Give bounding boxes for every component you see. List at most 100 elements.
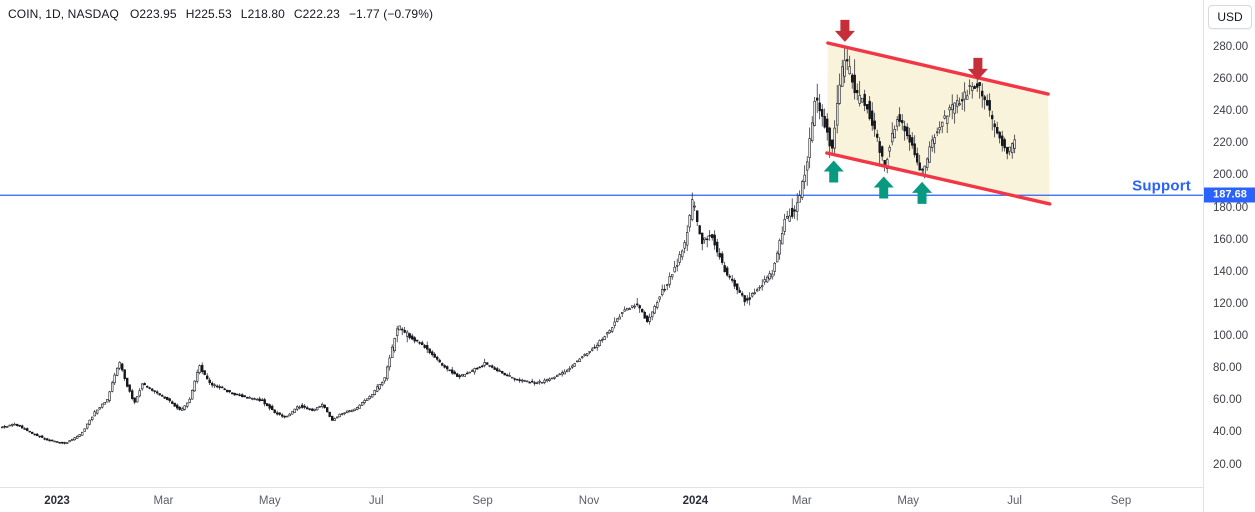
candle-body [450, 369, 454, 374]
time-axis[interactable]: 2023 Mar May Jul Sep Nov 2024 Mar May Jul Sep [0, 487, 1255, 512]
price-tick-label: 200.00 [1213, 169, 1249, 182]
candle-body [713, 234, 716, 246]
candle-body [453, 371, 456, 375]
candle-body [595, 344, 599, 348]
candle-body [15, 423, 19, 426]
candle-body [958, 103, 961, 106]
candle-body [103, 401, 106, 405]
price-tick-label: 220.00 [1213, 137, 1249, 150]
down-arrow-mark[interactable] [967, 57, 988, 80]
candle-body [755, 289, 759, 292]
candle-body [273, 409, 276, 414]
candle-body [893, 129, 896, 139]
candle-body [370, 394, 374, 398]
up-arrow-mark[interactable] [912, 181, 933, 204]
candle-body [508, 375, 511, 377]
candle-body [818, 102, 821, 112]
candle-body [133, 397, 136, 403]
candle-body [343, 412, 346, 414]
candle-body [196, 372, 199, 382]
candle-body [455, 373, 459, 377]
candle-body [605, 332, 609, 335]
candle-body [830, 139, 834, 149]
candle-body [413, 337, 416, 342]
candle-body [960, 99, 964, 102]
candle-body [83, 428, 86, 432]
down-arrow-mark[interactable] [834, 19, 855, 42]
candle-body [55, 441, 59, 443]
candle-body [433, 353, 436, 358]
time-tick-month: Jul [368, 494, 384, 507]
time-tick-year: 2024 [682, 494, 709, 507]
candle-body [823, 116, 826, 128]
candle-body [23, 428, 26, 430]
candle-body [48, 439, 51, 442]
candle-body [405, 331, 409, 337]
candle-body [868, 100, 871, 119]
candle-body [106, 399, 109, 403]
candle-body [763, 279, 766, 283]
candle-body [233, 392, 236, 396]
candle-body [890, 133, 894, 143]
symbol-title[interactable]: COIN, 1D, NASDAQ [8, 7, 119, 21]
price-axis[interactable]: USD 280.00 260.00 240.00 220.00 200.00 180.00… [1203, 0, 1255, 512]
candle-body [945, 115, 949, 124]
candle-body [738, 290, 741, 293]
channel-bottom-line[interactable] [825, 151, 1052, 206]
candle-body [208, 379, 211, 384]
candle-body [900, 120, 904, 124]
candle-body [710, 234, 714, 239]
candle-body [358, 404, 361, 409]
candle-body [305, 407, 309, 410]
candle-body [535, 382, 539, 384]
candle-body [283, 415, 286, 418]
chart-pane[interactable] [0, 0, 1203, 487]
candle-body [163, 396, 166, 399]
time-tick-month: May [897, 494, 920, 507]
candle-body [288, 413, 291, 417]
time-tick-month: Jul [1007, 494, 1022, 507]
channel-top-line[interactable] [826, 41, 1050, 96]
candle-body [908, 134, 911, 143]
candlestick-chart-canvas[interactable] [0, 0, 1203, 487]
candle-body [583, 354, 586, 356]
support-line-label[interactable]: Support [1132, 177, 1191, 195]
time-tick-year: 2023 [44, 494, 70, 507]
candle-body [748, 297, 751, 300]
candle-body [640, 308, 644, 313]
time-tick-month: May [258, 494, 281, 507]
candle-body [518, 379, 521, 381]
candle-body [630, 305, 634, 308]
candle-body [156, 391, 159, 394]
candle-body [408, 333, 411, 339]
candle-body [880, 146, 884, 157]
candle-body [510, 376, 514, 379]
candle-body [875, 133, 879, 138]
candle-body [173, 402, 176, 407]
candle-body [758, 286, 761, 289]
candle-body [335, 416, 339, 419]
candle-body [925, 158, 929, 168]
candle-body [345, 410, 349, 414]
time-tick-month: Sep [1110, 494, 1132, 507]
candle-body [865, 104, 869, 110]
price-tick-label: 160.00 [1213, 233, 1249, 246]
up-arrow-mark[interactable] [823, 160, 844, 183]
up-arrow-mark[interactable] [873, 176, 894, 199]
candle-body [191, 389, 194, 400]
candle-body [973, 86, 976, 89]
candle-body [293, 408, 296, 413]
ohlc-high: H225.53 [185, 7, 232, 21]
candle-body [888, 147, 891, 152]
candle-body [275, 412, 279, 415]
candle-body [515, 378, 519, 381]
candle-body [300, 404, 304, 408]
candle-body [525, 380, 529, 383]
currency-toggle-button[interactable]: USD [1208, 5, 1252, 29]
candle-body [1000, 135, 1004, 146]
candle-body [315, 407, 319, 411]
candle-body [553, 376, 556, 379]
candle-body [730, 278, 734, 281]
candle-body [665, 284, 669, 286]
candle-body [708, 235, 711, 237]
